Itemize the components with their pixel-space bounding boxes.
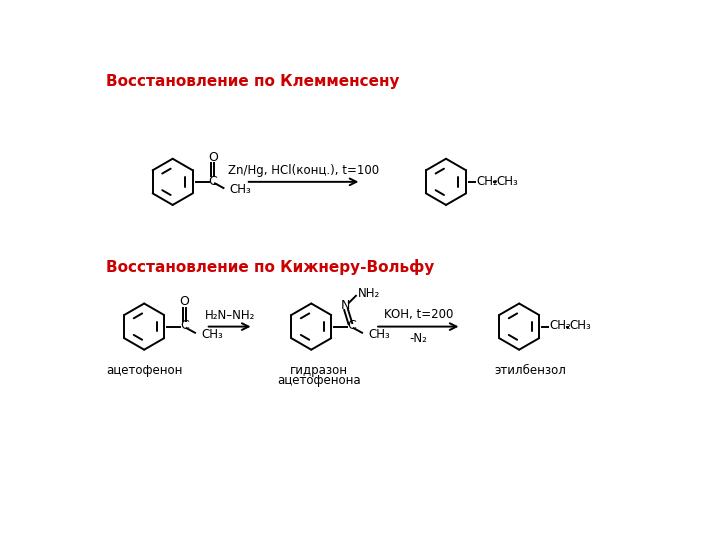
Text: -N₂: -N₂ — [410, 332, 427, 345]
Text: CH₃: CH₃ — [496, 174, 518, 187]
Text: NH₂: NH₂ — [359, 287, 380, 300]
Text: Восстановление по Кижнеру-Вольфу: Восстановление по Кижнеру-Вольфу — [106, 259, 434, 275]
Text: H₂N–NH₂: H₂N–NH₂ — [204, 309, 255, 322]
Text: C: C — [208, 174, 217, 187]
Text: CH₃: CH₃ — [368, 328, 390, 341]
Text: CH₂: CH₂ — [476, 174, 498, 187]
Text: Восстановление по Клемменсену: Восстановление по Клемменсену — [106, 74, 399, 89]
Text: O: O — [208, 151, 217, 164]
Text: ацетофенона: ацетофенона — [277, 374, 361, 387]
Text: Zn/Hg, HCl(конц.), t=100: Zn/Hg, HCl(конц.), t=100 — [228, 164, 379, 177]
Text: ацетофенон: ацетофенон — [106, 363, 182, 376]
Text: KOH, t=200: KOH, t=200 — [384, 308, 453, 321]
Text: этилбензол: этилбензол — [495, 363, 567, 376]
Text: гидразон: гидразон — [290, 363, 348, 376]
Text: CH₂: CH₂ — [549, 319, 571, 332]
Text: C: C — [180, 319, 189, 332]
Text: CH₃: CH₃ — [570, 319, 591, 332]
Text: CH₃: CH₃ — [201, 328, 223, 341]
Text: C: C — [347, 319, 356, 332]
Text: CH₃: CH₃ — [230, 183, 251, 196]
Text: O: O — [179, 295, 189, 308]
Text: N: N — [341, 299, 350, 312]
